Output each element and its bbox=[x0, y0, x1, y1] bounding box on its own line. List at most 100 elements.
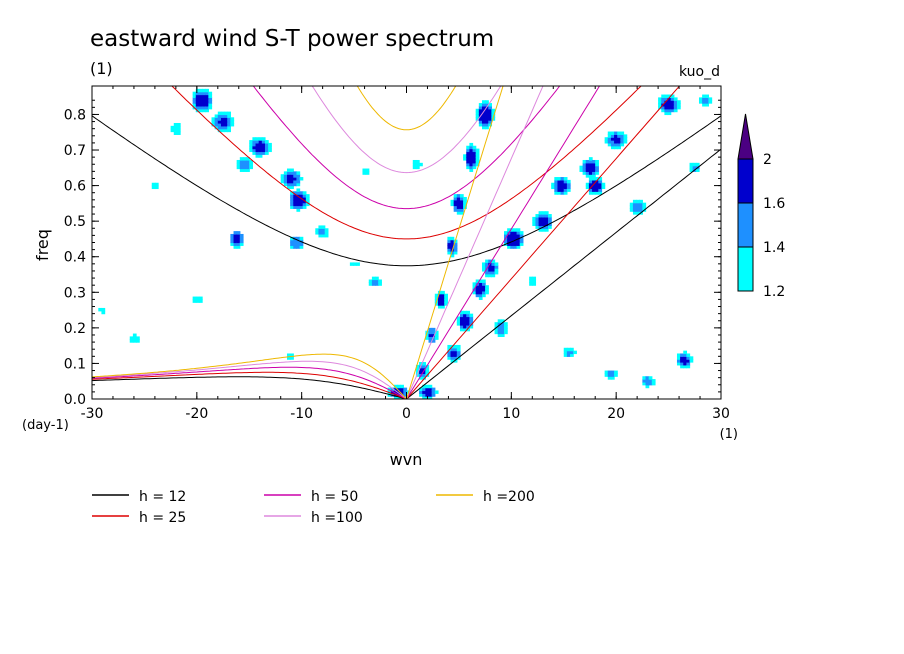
heatmap-cell bbox=[494, 268, 499, 272]
heatmap-cell bbox=[478, 285, 483, 289]
heatmap-cell bbox=[705, 94, 710, 98]
heatmap-cell bbox=[198, 91, 203, 96]
heatmap-field bbox=[98, 88, 713, 399]
heatmap-cell bbox=[610, 140, 615, 144]
heatmap-cell bbox=[475, 151, 480, 155]
heatmap-cell bbox=[475, 111, 480, 116]
heatmap-cell bbox=[585, 162, 590, 167]
heatmap-cell bbox=[702, 94, 706, 98]
heatmap-cell bbox=[610, 142, 615, 147]
heatmap-cell bbox=[478, 105, 483, 110]
heatmap-cell bbox=[475, 159, 480, 164]
heatmap-cell bbox=[233, 245, 238, 249]
heatmap-cell bbox=[519, 233, 524, 238]
heatmap-cell bbox=[604, 137, 609, 141]
heatmap-cell bbox=[560, 182, 565, 187]
heatmap-cell bbox=[588, 162, 593, 167]
heatmap-cell bbox=[598, 182, 603, 187]
heatmap-cell bbox=[239, 168, 244, 172]
heatmap-cell bbox=[554, 182, 559, 187]
heatmap-cell bbox=[566, 350, 571, 355]
heatmap-cell bbox=[258, 145, 263, 150]
heatmap-cell bbox=[198, 94, 203, 98]
heatmap-cell bbox=[456, 196, 461, 201]
heatmap-cell bbox=[318, 233, 323, 238]
heatmap-cell bbox=[293, 182, 298, 187]
heatmap-cell bbox=[478, 293, 483, 298]
heatmap-cell bbox=[390, 390, 395, 394]
heatmap-cell bbox=[198, 105, 203, 110]
heatmap-cell bbox=[299, 177, 304, 181]
colorbar-segment bbox=[737, 158, 754, 204]
heatmap-cell bbox=[667, 103, 672, 107]
heatmap-cell bbox=[315, 231, 320, 235]
heatmap-cell bbox=[290, 171, 294, 175]
heatmap-cell bbox=[321, 228, 326, 232]
heatmap-cell bbox=[290, 356, 294, 360]
heatmap-cell bbox=[560, 185, 565, 190]
heatmap-cell bbox=[286, 356, 291, 360]
heatmap-cell bbox=[566, 353, 571, 357]
heatmap-cell bbox=[595, 182, 599, 187]
heatmap-cell bbox=[642, 379, 647, 383]
heatmap-cell bbox=[478, 108, 483, 113]
heatmap-cell bbox=[453, 350, 458, 355]
heatmap-cell bbox=[488, 105, 493, 110]
heatmap-cell bbox=[516, 231, 521, 235]
heatmap-cell bbox=[488, 273, 493, 278]
x-tick-label: -30 bbox=[81, 406, 104, 422]
heatmap-cell bbox=[365, 171, 370, 175]
heatmap-cell bbox=[598, 185, 603, 190]
heatmap-cell bbox=[456, 350, 461, 355]
heatmap-cell bbox=[453, 202, 458, 207]
heatmap-cell bbox=[412, 159, 417, 164]
heatmap-cell bbox=[544, 219, 549, 224]
heatmap-cell bbox=[497, 333, 502, 337]
heatmap-cell bbox=[667, 100, 672, 104]
heatmap-cell bbox=[592, 174, 596, 178]
heatmap-cell bbox=[151, 185, 156, 190]
heatmap-cell bbox=[513, 231, 518, 235]
heatmap-cell bbox=[296, 182, 301, 187]
heatmap-cell bbox=[629, 202, 634, 207]
heatmap-cell bbox=[658, 97, 662, 101]
heatmap-cell bbox=[444, 299, 448, 303]
heatmap-cell bbox=[286, 185, 291, 190]
heatmap-cell bbox=[469, 148, 474, 153]
heatmap-cell bbox=[101, 310, 106, 315]
heatmap-cell bbox=[246, 157, 250, 161]
heatmap-cell bbox=[588, 179, 593, 184]
heatmap-cell bbox=[428, 396, 433, 399]
heatmap-cell bbox=[412, 165, 417, 170]
heatmap-cell bbox=[214, 125, 219, 130]
heatmap-cell bbox=[504, 330, 508, 335]
heatmap-cell bbox=[585, 182, 590, 187]
heatmap-cell bbox=[513, 245, 518, 249]
heatmap-cell bbox=[541, 228, 546, 232]
heatmap-cell bbox=[617, 145, 621, 150]
y-tick-label: 0.7 bbox=[64, 143, 86, 159]
heatmap-cell bbox=[469, 151, 474, 155]
heatmap-cell bbox=[290, 353, 294, 357]
heatmap-cell bbox=[305, 196, 310, 201]
heatmap-cell bbox=[585, 174, 590, 178]
heatmap-cell bbox=[456, 208, 461, 212]
heatmap-cell bbox=[563, 347, 568, 352]
heatmap-cell bbox=[202, 88, 206, 93]
heatmap-cell bbox=[236, 236, 241, 241]
heatmap-cell bbox=[607, 376, 612, 380]
heatmap-cell bbox=[491, 111, 496, 116]
heatmap-cell bbox=[582, 162, 587, 167]
heatmap-cell bbox=[252, 151, 257, 155]
heatmap-cell bbox=[192, 94, 197, 98]
heatmap-cell bbox=[428, 384, 433, 389]
heatmap-cell bbox=[469, 319, 474, 323]
heatmap-cell bbox=[463, 157, 467, 161]
heatmap-cell bbox=[516, 245, 521, 249]
heatmap-cell bbox=[198, 299, 203, 303]
heatmap-cell bbox=[617, 137, 621, 141]
heatmap-cell bbox=[195, 97, 200, 101]
heatmap-cell bbox=[192, 100, 197, 104]
heatmap-cell bbox=[548, 216, 552, 221]
heatmap-cell bbox=[220, 114, 225, 118]
